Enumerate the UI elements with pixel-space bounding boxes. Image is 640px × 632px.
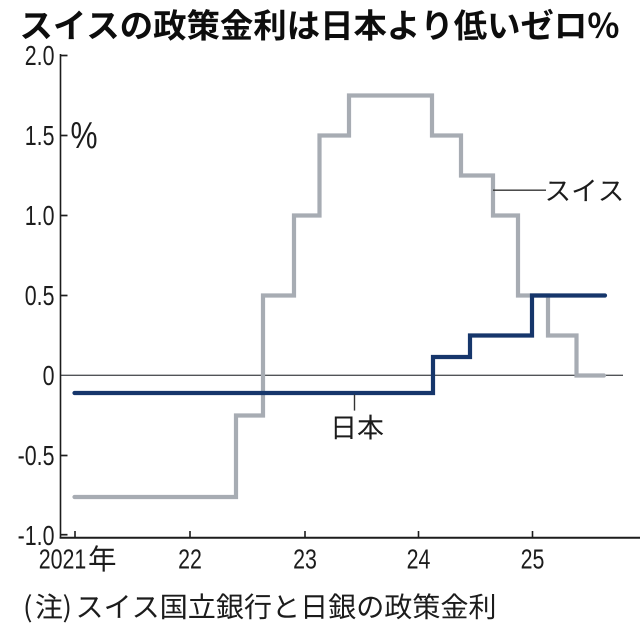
svg-text:-1.0: -1.0	[18, 522, 55, 552]
svg-text:22: 22	[178, 545, 202, 575]
svg-text:-0.5: -0.5	[18, 442, 55, 472]
svg-text:24: 24	[407, 545, 431, 575]
svg-text:23: 23	[293, 545, 317, 575]
svg-text:0: 0	[43, 362, 55, 392]
svg-text:25: 25	[521, 545, 545, 575]
svg-text:0.5: 0.5	[25, 282, 55, 312]
svg-text:%: %	[71, 115, 98, 157]
svg-text:2.0: 2.0	[25, 42, 55, 72]
svg-text:1.5: 1.5	[25, 122, 55, 152]
svg-text:1.0: 1.0	[25, 202, 55, 232]
svg-text:2021: 2021	[39, 545, 87, 575]
